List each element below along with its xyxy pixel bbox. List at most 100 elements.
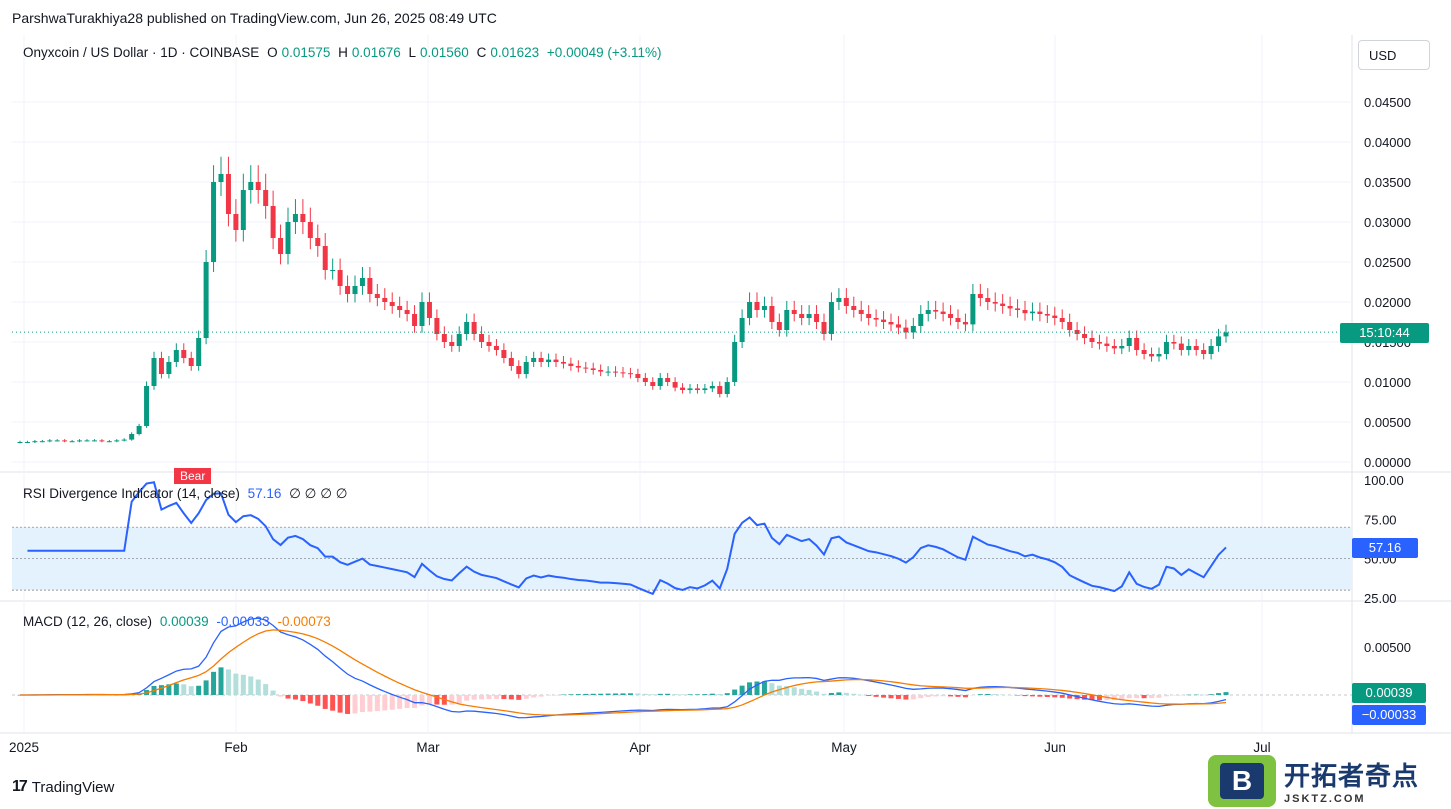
macd-histogram-bar: [426, 695, 432, 705]
macd-histogram-bar: [724, 693, 730, 695]
macd-histogram-bar: [300, 695, 306, 702]
macd-histogram-bar: [203, 680, 209, 695]
macd-histogram-bar: [635, 693, 641, 695]
macd-histogram-bar: [672, 694, 678, 695]
rsi-empty-values: ∅ ∅ ∅ ∅: [289, 486, 348, 501]
macd-histogram-bar: [1022, 695, 1028, 697]
macd-histogram-bar: [1171, 695, 1177, 696]
macd-histogram-bar: [464, 695, 470, 701]
macd-histogram-bar: [650, 694, 656, 695]
candle-body: [121, 439, 127, 441]
macd-histogram-bar: [568, 694, 574, 695]
macd-histogram-bar: [255, 679, 261, 695]
candle-body: [992, 302, 998, 304]
close-value: 0.01623: [490, 45, 540, 60]
ohlc-legend: Onyxcoin / US Dollar · 1D · COINBASE O 0.…: [23, 45, 666, 60]
time-axis: 2025 Feb Mar Apr May Jun Jul: [9, 740, 1271, 755]
currency-button[interactable]: USD: [1358, 40, 1430, 70]
price-tick-label: 0.03500: [1364, 175, 1411, 190]
candle-body: [516, 366, 522, 374]
rsi-legend[interactable]: RSI Divergence Indicator (14, close) 57.…: [23, 486, 351, 502]
candle-body: [799, 314, 805, 318]
candle-body: [84, 440, 90, 442]
macd-histogram-bar: [828, 692, 834, 695]
change-value: +0.00049 (+3.11%): [546, 45, 662, 60]
price-tick-label: 0.03000: [1364, 215, 1411, 230]
candle-body: [270, 206, 276, 238]
candle-body: [374, 294, 380, 298]
macd-histogram-bar: [1163, 695, 1169, 697]
macd-histogram-bar: [278, 695, 284, 697]
candle-body: [1074, 330, 1080, 334]
macd-histogram-bar: [657, 693, 663, 695]
macd-histogram-bar: [665, 693, 671, 695]
candle-body: [91, 440, 97, 442]
candle-body: [858, 310, 864, 314]
macd-histogram-bar: [806, 689, 812, 695]
macd-pane: 0.00500: [12, 617, 1411, 719]
candle-body: [173, 350, 179, 362]
macd-histogram-bar: [977, 694, 983, 695]
watermark-url: JSKTZ.COM: [1284, 793, 1366, 805]
candle-body: [1186, 346, 1192, 350]
macd-title: MACD (12, 26, close): [23, 614, 153, 629]
candle-body: [1059, 318, 1065, 322]
candle-body: [278, 238, 284, 254]
symbol-title[interactable]: Onyxcoin / US Dollar · 1D · COINBASE: [23, 45, 260, 60]
price-tick-label: 0.00500: [1364, 415, 1411, 430]
candle-body: [1089, 338, 1095, 342]
candle-body: [158, 358, 164, 374]
candle-body: [1223, 332, 1229, 337]
candle-body: [218, 174, 224, 182]
tradingview-brand: TradingView: [31, 778, 115, 796]
price-tick-label: 0.04500: [1364, 95, 1411, 110]
candle-body: [330, 270, 336, 271]
rsi-tick-label: 100.00: [1364, 473, 1404, 488]
candle-body: [1134, 338, 1140, 350]
publisher-line: ParshwaTurakhiya28 published on TradingV…: [12, 10, 497, 26]
candle-body: [1156, 354, 1162, 357]
macd-histogram-bar: [434, 695, 440, 705]
macd-histogram-bar: [866, 695, 872, 696]
candle-body: [359, 278, 365, 286]
macd-tick-label: 0.00500: [1364, 640, 1411, 655]
macd-histogram-bar: [925, 695, 931, 698]
macd-histogram-bar: [575, 694, 581, 695]
candle-body: [1126, 338, 1132, 346]
macd-histogram-bar: [1201, 694, 1207, 696]
macd-histogram-bar: [233, 673, 239, 695]
candle-body: [181, 350, 187, 358]
candle-body: [225, 174, 231, 214]
candle-body: [702, 388, 708, 390]
macd-hist-value: 0.00039: [159, 614, 209, 629]
macd-histogram-bar: [1134, 695, 1140, 699]
macd-histogram-bar: [196, 685, 202, 695]
macd-histogram-bar: [1208, 694, 1214, 695]
macd-histogram-bar: [1193, 694, 1199, 696]
candle-body: [151, 358, 157, 386]
macd-histogram-bar: [962, 695, 968, 698]
macd-histogram-bar: [948, 695, 954, 697]
candle-body: [717, 386, 723, 394]
macd-legend[interactable]: MACD (12, 26, close) 0.00039 -0.00033 -0…: [23, 614, 335, 629]
macd-histogram-bar: [858, 694, 864, 696]
macd-histogram-bar: [583, 693, 589, 695]
low-label: L: [408, 45, 417, 60]
macd-histogram-bar: [523, 695, 529, 699]
macd-histogram-bar: [412, 695, 418, 708]
candle-body: [233, 214, 239, 230]
candle-body: [836, 298, 842, 302]
macd-histogram-bar: [761, 681, 767, 695]
high-value: 0.01676: [351, 45, 401, 60]
tradingview-logo[interactable]: 17 TradingView: [12, 778, 114, 796]
candle-body: [821, 322, 827, 334]
candle-body: [404, 310, 410, 314]
candle-body: [1029, 311, 1035, 314]
candle-body: [828, 302, 834, 334]
macd-histogram-bar: [814, 691, 820, 695]
macd-histogram-bar: [709, 693, 715, 695]
candle-body: [382, 298, 388, 302]
macd-histogram-bar: [1007, 694, 1013, 696]
candle-body: [345, 286, 351, 294]
